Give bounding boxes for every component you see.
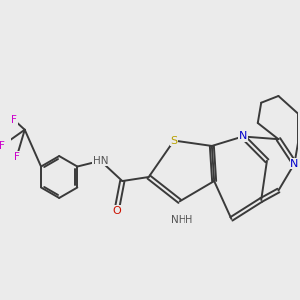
Text: N: N — [239, 131, 247, 142]
Text: HN: HN — [93, 156, 108, 166]
Text: NH: NH — [170, 215, 186, 225]
Text: F: F — [11, 115, 17, 125]
Text: N: N — [290, 158, 299, 169]
Text: O: O — [112, 206, 121, 216]
Text: S: S — [170, 136, 178, 146]
Text: F: F — [14, 152, 20, 162]
Text: H: H — [185, 215, 193, 225]
Text: F: F — [0, 141, 5, 151]
